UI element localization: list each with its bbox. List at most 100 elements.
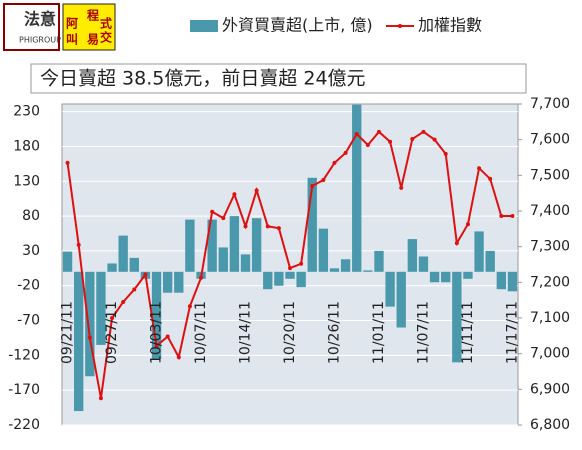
line-marker bbox=[399, 185, 404, 190]
bar bbox=[151, 271, 162, 359]
y2-tick-label: 7,000 bbox=[530, 346, 570, 362]
line-marker bbox=[98, 396, 103, 401]
line-marker bbox=[121, 299, 126, 304]
line-marker bbox=[165, 334, 170, 339]
y-tick-label: -120 bbox=[8, 347, 40, 363]
line-marker bbox=[410, 136, 415, 141]
bar bbox=[85, 271, 95, 377]
bar bbox=[441, 271, 451, 283]
x-tick-label: 11/17/11 bbox=[504, 301, 520, 364]
line-marker bbox=[465, 222, 470, 227]
line-marker bbox=[354, 131, 359, 136]
line-marker bbox=[288, 266, 292, 271]
line-marker bbox=[510, 213, 515, 218]
bar bbox=[162, 271, 173, 293]
y2-tick-label: 7,600 bbox=[530, 132, 570, 148]
bar bbox=[418, 256, 429, 272]
line-marker bbox=[276, 226, 281, 231]
line-marker bbox=[265, 224, 270, 229]
line-marker bbox=[310, 184, 315, 189]
logo1-sub: PHIGROUP bbox=[19, 36, 61, 45]
bar bbox=[174, 271, 184, 293]
bar bbox=[62, 251, 73, 272]
line-marker bbox=[143, 272, 148, 277]
bar bbox=[307, 177, 317, 272]
line-marker bbox=[365, 143, 370, 148]
x-tick-label: 11/07/11 bbox=[415, 301, 431, 364]
bar bbox=[229, 216, 240, 272]
line-marker bbox=[443, 151, 448, 156]
bar bbox=[240, 254, 251, 272]
x-tick-label: 10/20/11 bbox=[282, 301, 298, 364]
bar bbox=[129, 257, 139, 272]
logo2-char: 阿 bbox=[66, 17, 78, 31]
y-tick-label: -20 bbox=[17, 278, 40, 294]
line-marker bbox=[477, 166, 482, 171]
logo2-char: 交 bbox=[100, 30, 112, 45]
x-tick-label: 10/07/11 bbox=[193, 301, 209, 364]
logo2-char: 式 bbox=[100, 16, 112, 31]
line-marker bbox=[132, 287, 137, 292]
bar bbox=[385, 271, 395, 307]
legend-marker bbox=[398, 24, 402, 28]
bar bbox=[329, 268, 340, 272]
bar bbox=[218, 247, 228, 272]
line-marker bbox=[221, 216, 226, 221]
y-tick-label: -170 bbox=[8, 382, 40, 398]
line-marker bbox=[454, 241, 459, 246]
bar bbox=[496, 271, 506, 290]
bar bbox=[96, 271, 106, 345]
bar bbox=[374, 250, 384, 272]
bar bbox=[452, 271, 462, 363]
line-marker bbox=[199, 275, 204, 280]
bar bbox=[285, 271, 295, 279]
line-marker bbox=[432, 137, 437, 142]
y2-tick-label: 6,800 bbox=[530, 417, 570, 433]
logo2-char: 程 bbox=[87, 8, 99, 23]
line-marker bbox=[243, 224, 248, 229]
x-tick-label: 11/01/11 bbox=[371, 301, 387, 364]
y2-tick-label: 7,200 bbox=[530, 274, 570, 290]
y-tick-label: 230 bbox=[13, 104, 40, 120]
line-marker bbox=[299, 261, 304, 266]
legend-label: 加權指數 bbox=[418, 16, 482, 35]
x-tick-label: 09/21/11 bbox=[60, 301, 76, 364]
logo2-char: 叫 bbox=[66, 32, 78, 47]
y2-tick-label: 7,300 bbox=[530, 239, 570, 255]
x-tick-label: 11/11/11 bbox=[460, 301, 476, 364]
bar bbox=[463, 271, 473, 279]
bar bbox=[363, 270, 373, 272]
bar bbox=[318, 228, 329, 272]
line-marker bbox=[332, 160, 337, 165]
y-tick-label: 180 bbox=[13, 138, 40, 154]
y2-tick-label: 7,400 bbox=[530, 203, 570, 219]
line-marker bbox=[421, 129, 426, 134]
y-tick-label: 80 bbox=[22, 208, 40, 224]
subtitle: 今日賣超 38.5億元，前日賣超 24億元 bbox=[40, 68, 366, 90]
bar bbox=[251, 218, 262, 272]
line-marker bbox=[87, 335, 92, 340]
line-marker bbox=[176, 355, 181, 360]
legend-label: 外資買賣超(上市, 億) bbox=[222, 16, 373, 35]
logo1: 法意 bbox=[24, 10, 56, 29]
bar bbox=[352, 104, 362, 272]
line-marker bbox=[154, 343, 159, 348]
subtitle-box bbox=[30, 63, 527, 94]
y-tick-label: 30 bbox=[22, 243, 40, 259]
logo2-box bbox=[62, 3, 116, 51]
y-tick-label: 130 bbox=[13, 173, 40, 189]
line-marker bbox=[65, 160, 70, 165]
line-marker bbox=[110, 316, 115, 320]
bar bbox=[396, 271, 406, 328]
line-marker bbox=[187, 304, 192, 309]
line-marker bbox=[210, 209, 215, 214]
bar bbox=[407, 239, 418, 272]
y2-tick-label: 7,700 bbox=[530, 96, 570, 112]
x-tick-label: 09/27/11 bbox=[104, 301, 120, 364]
bar bbox=[296, 271, 306, 288]
line-marker bbox=[76, 242, 81, 247]
y2-tick-label: 6,900 bbox=[530, 381, 570, 397]
y-tick-label: -220 bbox=[8, 417, 40, 433]
